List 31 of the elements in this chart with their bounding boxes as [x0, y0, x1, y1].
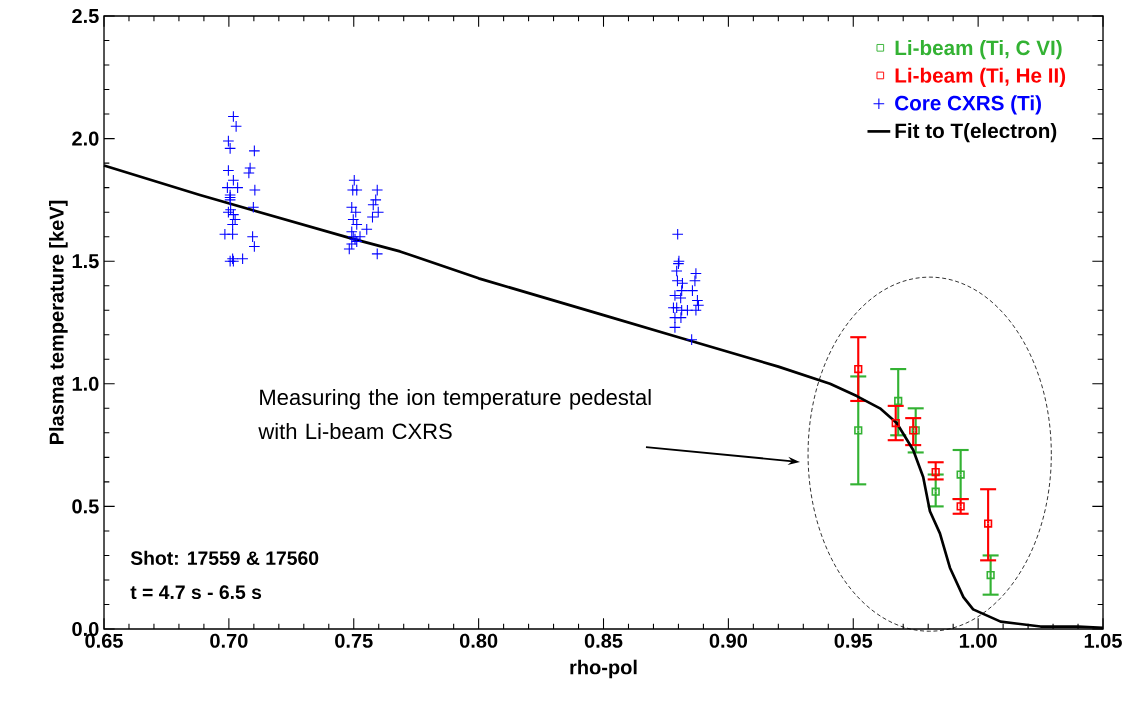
x-tick-label: 0.95	[834, 633, 873, 648]
point	[956, 470, 965, 479]
y-tick-label: 2.5	[72, 8, 99, 24]
y-tick-label: 0.5	[72, 499, 99, 514]
point	[894, 396, 903, 406]
annotation: t = 4.7 s - 6.5 s	[130, 585, 262, 600]
legend-label: Core CXRS (Ti)	[895, 95, 1041, 115]
point	[854, 426, 863, 435]
legend-label: Li-beam (Ti, C VI)	[895, 39, 1062, 60]
annotation: Measuring the ion temperature pedestal with Li-beam CXRS	[258, 388, 651, 440]
point	[956, 502, 965, 511]
x-axis-title: rho-pol	[570, 659, 637, 679]
x-tick-label: 0.90	[709, 633, 748, 648]
y-tick-label: 1.5	[72, 254, 99, 269]
point	[891, 418, 900, 428]
x-tick-label: 1.00	[959, 633, 997, 648]
x-tick-label: 0.80	[459, 633, 498, 648]
x-tick-label: 1.05	[1084, 633, 1122, 648]
legend-label: Fit to T(electron)	[895, 122, 1057, 143]
point	[986, 570, 995, 580]
y-tick-label: 2.0	[72, 131, 99, 146]
point	[854, 364, 863, 374]
x-tick-label: 0.85	[584, 633, 623, 648]
x-tick-label: 0.75	[335, 633, 373, 648]
point	[931, 487, 940, 496]
x-tick-label: 0.70	[210, 633, 248, 648]
legend-label: Li-beam (Ti, He II)	[895, 67, 1066, 87]
y-tick-label: 1.0	[72, 376, 99, 391]
annotation: Shot: 17559 & 17560	[130, 550, 319, 565]
point	[983, 519, 993, 528]
y-axis-title: Plasma temperature [keV]	[49, 200, 68, 444]
